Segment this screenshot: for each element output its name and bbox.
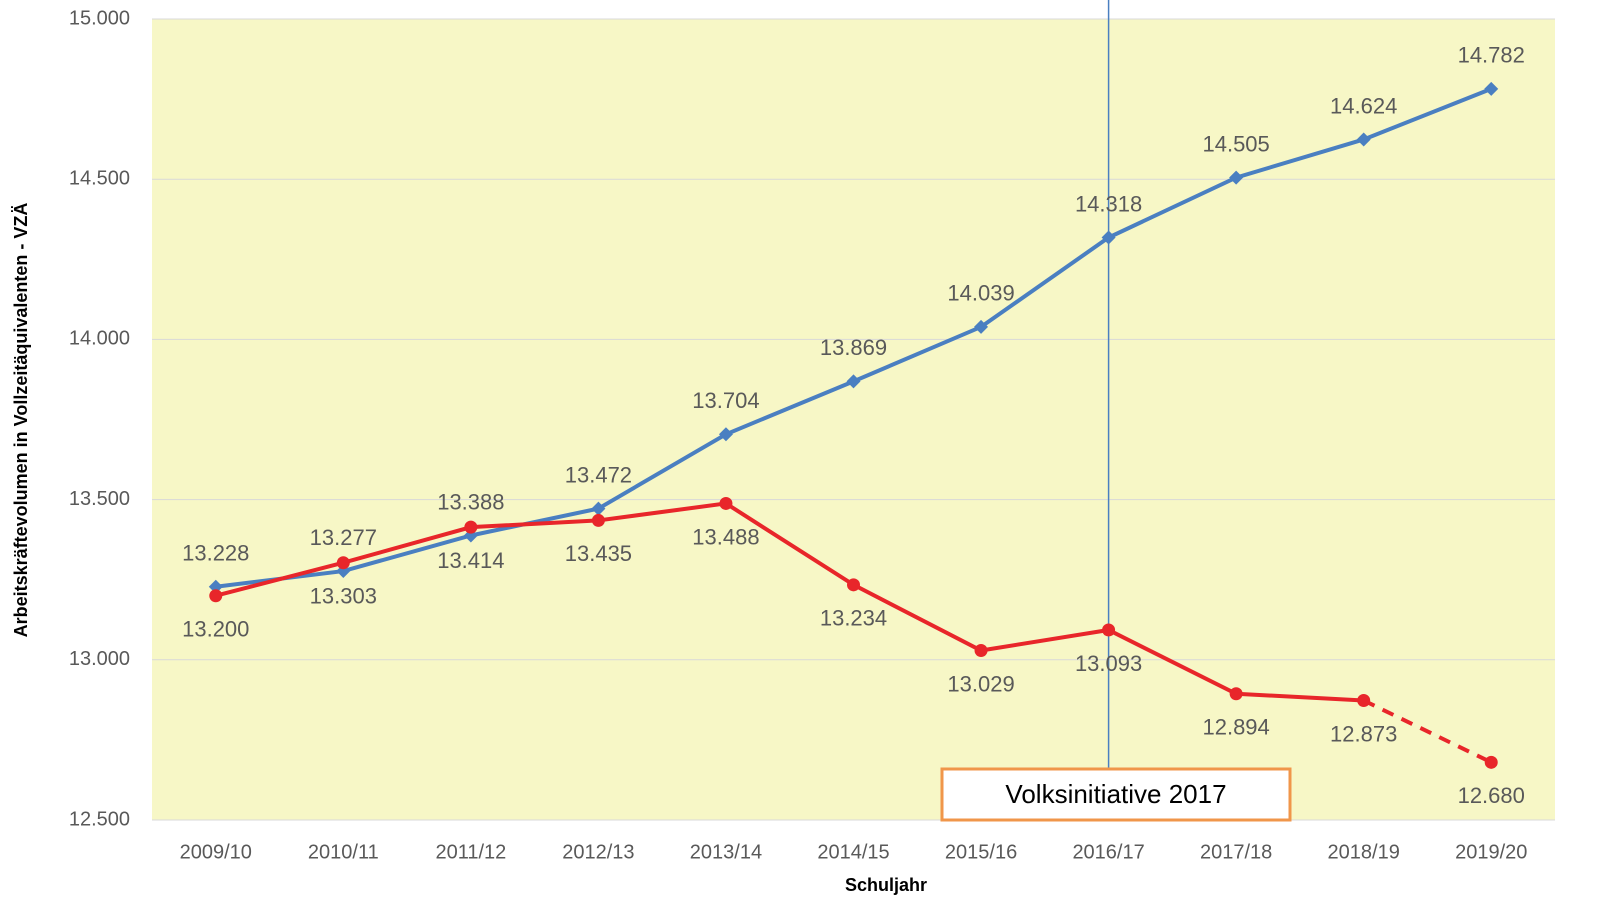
data-label: 14.624 [1330, 93, 1397, 118]
data-label: 14.318 [1075, 191, 1142, 216]
y-tick-label: 14.500 [69, 167, 130, 189]
annotation-text: Volksinitiative 2017 [1005, 779, 1226, 809]
series-line-dashed [1362, 698, 1493, 765]
x-tick-label: 2009/10 [180, 841, 252, 863]
data-label: 13.234 [820, 606, 887, 631]
x-tick-label: 2012/13 [562, 841, 634, 863]
marker [1229, 687, 1243, 701]
marker [1101, 230, 1116, 245]
series-line [215, 501, 1364, 703]
marker [974, 319, 989, 334]
data-label: 13.388 [437, 489, 504, 514]
data-label: 13.869 [820, 335, 887, 360]
y-tick-label: 13.500 [69, 488, 130, 510]
marker [1356, 132, 1371, 147]
x-tick-label: 2019/20 [1455, 841, 1527, 863]
data-label: 13.472 [565, 462, 632, 487]
marker [209, 589, 223, 603]
marker [1102, 623, 1116, 637]
y-tick-label: 15.000 [69, 7, 130, 29]
marker [847, 578, 860, 592]
marker [719, 496, 733, 510]
x-axis-label: Schuljahr [845, 875, 927, 895]
marker [591, 513, 605, 527]
data-label: 13.200 [182, 617, 249, 642]
data-label: 13.277 [310, 525, 377, 550]
x-tick-label: 2015/16 [945, 841, 1017, 863]
data-label: 13.228 [182, 541, 249, 566]
y-tick-label: 13.000 [69, 648, 130, 670]
x-tick-label: 2014/15 [817, 841, 889, 863]
y-tick-label: 14.000 [69, 328, 130, 350]
x-tick-label: 2010/11 [308, 841, 379, 863]
data-label: 13.303 [310, 584, 377, 609]
marker [464, 520, 478, 534]
marker [1484, 755, 1498, 769]
x-tick-label: 2016/17 [1072, 841, 1144, 863]
data-label: 12.873 [1330, 721, 1397, 746]
marker [974, 644, 988, 658]
marker [718, 427, 733, 442]
data-label: 13.704 [692, 388, 759, 413]
data-label: 13.093 [1075, 651, 1142, 676]
data-label: 13.488 [692, 524, 759, 549]
data-label: 13.435 [565, 541, 632, 566]
data-label: 13.414 [437, 548, 504, 573]
x-tick-label: 2018/19 [1328, 841, 1400, 863]
data-label: 14.782 [1458, 43, 1525, 68]
annotation-box [940, 767, 1292, 822]
x-tick-label: 2013/14 [690, 841, 762, 863]
data-label: 12.680 [1458, 783, 1525, 808]
marker [1357, 693, 1371, 707]
marker [1229, 170, 1244, 185]
x-tick-label: 2011/12 [435, 841, 506, 863]
x-tick-label: 2017/18 [1200, 841, 1272, 863]
marker [846, 374, 861, 389]
marker [336, 556, 350, 570]
data-label: 12.894 [1202, 715, 1269, 740]
data-label: 13.029 [947, 671, 1014, 696]
marker [1484, 81, 1499, 96]
y-tick-label: 12.500 [69, 808, 130, 830]
y-axis-label: Arbeitskräftevolumen in Vollzeitäquivale… [11, 203, 31, 638]
data-label: 14.039 [947, 281, 1014, 306]
data-label: 14.505 [1202, 131, 1269, 156]
marker [591, 501, 606, 516]
